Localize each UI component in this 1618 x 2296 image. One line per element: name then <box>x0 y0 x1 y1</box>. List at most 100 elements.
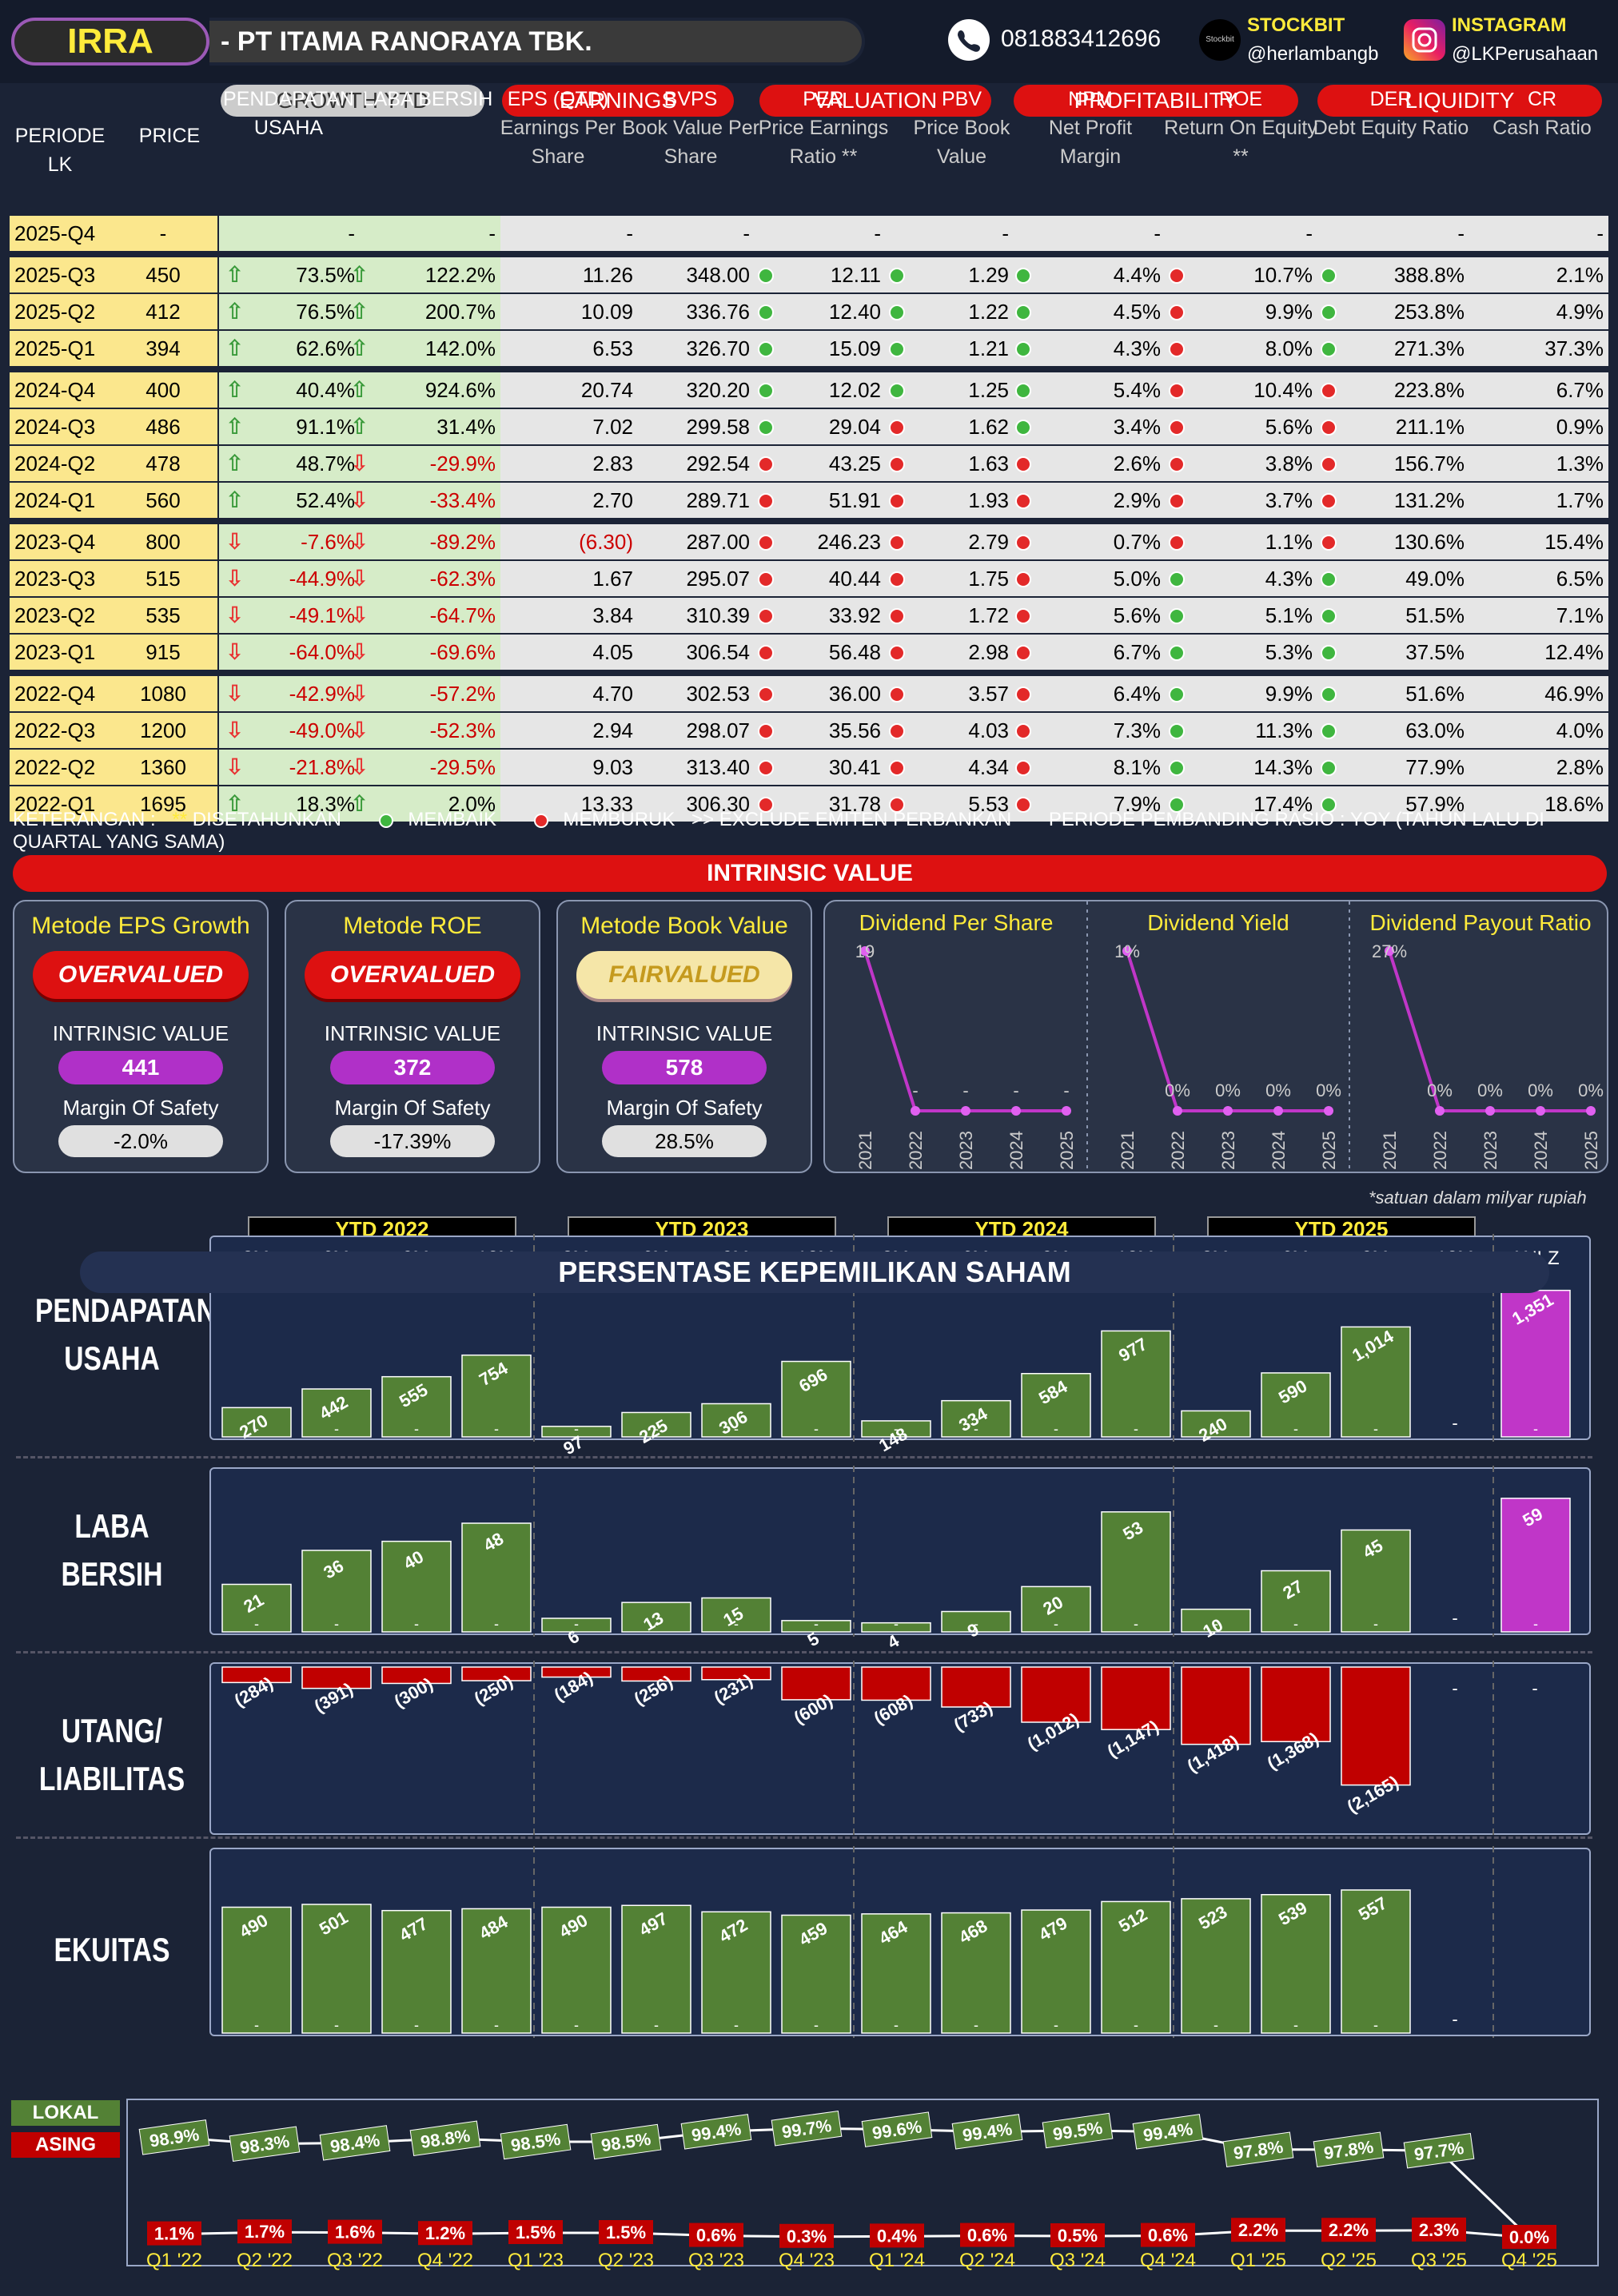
arrow-up-icon: ⇧ <box>225 336 245 360</box>
col-der-title: DER <box>1369 88 1413 110</box>
table-row: 2024-Q2 478 48.7% -29.9% 2.83 292.54 43.25 1.63… <box>10 446 1608 481</box>
cell-npm: 8.1% <box>1014 750 1166 785</box>
utang-bar <box>541 1666 612 1678</box>
dividend-year: 2021 <box>1380 1131 1400 1170</box>
col-bvps: BVPS Book Value Per Share <box>622 85 759 171</box>
asing-box <box>147 2221 201 2246</box>
cell-bvps: 299.58 <box>638 409 755 444</box>
cell-roe: - <box>1166 216 1317 251</box>
membaik-dot-icon <box>889 341 905 357</box>
asing-box <box>1502 2225 1556 2249</box>
laba-bar <box>1341 1529 1411 1633</box>
col-pbv: PBV Price Book Value <box>894 85 1030 171</box>
dash-label: - <box>334 1421 339 1437</box>
utang-bar <box>301 1666 372 1689</box>
memburuk-dot-icon <box>1015 608 1031 624</box>
quarter-label: Q3 '24 <box>1050 2250 1106 2271</box>
pend-bar <box>701 1403 771 1438</box>
lokal-box <box>1222 2131 1294 2168</box>
cell-pbv: 5.53 <box>886 786 1014 822</box>
asing-value: 1.5% <box>516 2222 556 2242</box>
dash-label: - <box>414 2017 419 2033</box>
cell-roe: 14.3% <box>1166 750 1317 785</box>
cell-pend: -7.6% <box>219 524 360 559</box>
asing-value: 0.6% <box>967 2226 1007 2246</box>
pend-bar <box>301 1388 372 1438</box>
lokal-box <box>951 2114 1023 2150</box>
dividend-point <box>860 946 870 956</box>
panel-ekuitas: 490-501-477-484-490-497-472-459-464-468-… <box>209 1846 1591 2038</box>
memburuk-dot-icon <box>1015 686 1031 702</box>
memburuk-dot-icon <box>533 814 548 828</box>
section-separator <box>16 1651 1592 1653</box>
dividend-label: 0% <box>1528 1080 1553 1100</box>
membaik-dot-icon <box>1169 608 1185 624</box>
laba-bar <box>461 1522 532 1633</box>
utang-bar <box>1021 1666 1091 1723</box>
asing-box <box>1231 2218 1285 2242</box>
lokal-box <box>138 2119 210 2155</box>
cell-cr: 7.1% <box>1469 598 1608 633</box>
arrow-down-icon: ⇩ <box>225 754 245 779</box>
lokal-box <box>1132 2114 1204 2150</box>
cell-p: 2025-Q2 <box>10 294 114 329</box>
cell-cr: 1.7% <box>1469 483 1608 518</box>
cell-pbv: 4.03 <box>886 713 1014 748</box>
table-row: 2022-Q1 1695 18.3% 2.0% 13.33 306.30 31.78 5.53… <box>10 786 1608 822</box>
memburuk-dot-icon <box>1169 456 1185 472</box>
asing-value: 0.5% <box>1058 2226 1098 2246</box>
cell-per: 29.04 <box>755 409 886 444</box>
col-eps: EPS (QTD) Earnings Per Share <box>488 85 628 171</box>
membaik-dot-icon <box>758 383 774 399</box>
memburuk-dot-icon <box>1321 456 1337 472</box>
cell-per: 35.56 <box>755 713 886 748</box>
arrow-down-icon: ⇩ <box>225 718 245 742</box>
lokal-box <box>500 2123 572 2160</box>
dividend-year: 2022 <box>1430 1131 1450 1170</box>
cell-der: 271.3% <box>1317 331 1469 366</box>
bar-chart-ekuitas: 490-501-477-484-490-497-472-459-464-468-… <box>221 1846 1494 2038</box>
cell-der: 51.5% <box>1317 598 1469 633</box>
empty-label: - <box>1452 1608 1457 1628</box>
header-bar: IRRA - PT ITAMA RANORAYA TBK. 0818834126… <box>0 0 1618 83</box>
panel-utang: (284) (391) (300) (250) (184) (256) (231) (600)… <box>209 1661 1591 1836</box>
memburuk-dot-icon <box>1169 268 1185 284</box>
dash-label: - <box>1533 1616 1538 1632</box>
asing-value: 0.3% <box>787 2226 827 2246</box>
lokal-point: 98.8% <box>409 2120 481 2157</box>
cell-eps: 13.33 <box>500 786 638 822</box>
cell-per: 36.00 <box>755 676 886 711</box>
lokal-box <box>409 2120 481 2157</box>
cell-der: 57.9% <box>1317 786 1469 822</box>
cell-npm: 7.3% <box>1014 713 1166 748</box>
cell-bvps: 320.20 <box>638 372 755 408</box>
dividend-point <box>1011 1106 1021 1116</box>
membaik-dot-icon <box>758 341 774 357</box>
cell-npm: 5.4% <box>1014 372 1166 408</box>
dash-label: - <box>894 2017 899 2033</box>
cell-cr: 46.9% <box>1469 676 1608 711</box>
dash-label: - <box>494 1616 499 1632</box>
cell-npm: 0.7% <box>1014 524 1166 559</box>
memburuk-dot-icon <box>1169 420 1185 436</box>
cell-pbv: 1.25 <box>886 372 1014 408</box>
cell-laba: -69.6% <box>360 635 500 670</box>
dividend-label: 0% <box>1215 1080 1241 1100</box>
iv-label: INTRINSIC VALUE <box>596 1021 773 1045</box>
membaik-dot-icon <box>889 383 905 399</box>
arrow-down-icon: ⇩ <box>225 639 245 664</box>
table-row: 2025-Q2 412 76.5% 200.7% 10.09 336.76 12.40 1.2… <box>10 294 1608 329</box>
cell-npm: 2.6% <box>1014 446 1166 481</box>
legend-star: ** <box>172 809 188 830</box>
cell-eps: (6.30) <box>500 524 638 559</box>
arrow-down-icon: ⇩ <box>350 754 369 779</box>
memburuk-dot-icon <box>1015 760 1031 776</box>
cell-pend: 52.4% <box>219 483 360 518</box>
cell-bvps: - <box>638 216 755 251</box>
ekuitas-bar <box>781 1914 851 2034</box>
dividend-year: 2025 <box>1319 1131 1339 1170</box>
dividend-year: 2024 <box>1269 1131 1289 1170</box>
lokal-point: 98.5% <box>500 2123 572 2160</box>
laba-bar <box>621 1602 691 1633</box>
cell-pbv: - <box>886 216 1014 251</box>
